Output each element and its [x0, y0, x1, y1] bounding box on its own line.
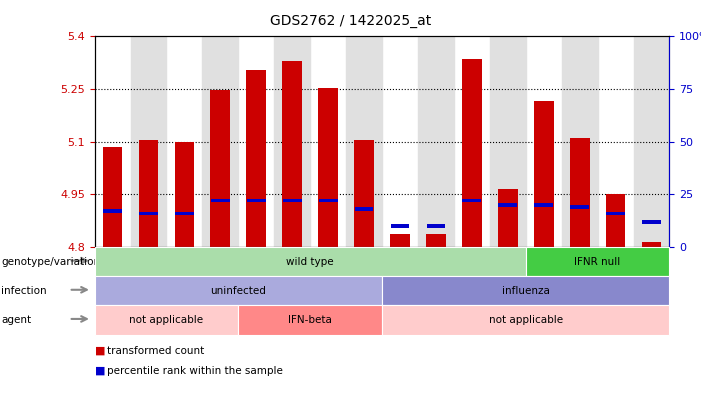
- Text: ■: ■: [95, 346, 105, 356]
- Bar: [103, 209, 122, 213]
- Bar: [319, 199, 338, 202]
- Text: genotype/variation: genotype/variation: [1, 257, 100, 266]
- Bar: [130, 36, 167, 247]
- Bar: [462, 59, 482, 247]
- Bar: [490, 36, 526, 247]
- Bar: [318, 88, 338, 247]
- Text: GDS2762 / 1422025_at: GDS2762 / 1422025_at: [270, 14, 431, 28]
- Bar: [562, 36, 597, 247]
- Text: ■: ■: [95, 366, 105, 376]
- Bar: [534, 101, 554, 247]
- Bar: [606, 194, 625, 247]
- Bar: [426, 224, 445, 228]
- Bar: [139, 211, 158, 215]
- Bar: [210, 90, 230, 247]
- Bar: [211, 199, 230, 202]
- Text: wild type: wild type: [287, 257, 334, 266]
- Bar: [641, 242, 661, 247]
- Bar: [634, 36, 669, 247]
- Bar: [498, 189, 517, 247]
- Text: influenza: influenza: [502, 286, 550, 296]
- Bar: [570, 205, 589, 209]
- Text: percentile rank within the sample: percentile rank within the sample: [107, 366, 283, 376]
- Bar: [283, 61, 302, 247]
- Text: not applicable: not applicable: [130, 315, 203, 325]
- Bar: [642, 220, 661, 224]
- Bar: [103, 147, 123, 247]
- Bar: [247, 199, 266, 202]
- Bar: [175, 142, 194, 247]
- Bar: [426, 234, 446, 247]
- Bar: [346, 36, 382, 247]
- Text: infection: infection: [1, 286, 47, 296]
- Bar: [390, 224, 409, 228]
- Bar: [247, 70, 266, 247]
- Bar: [390, 234, 410, 247]
- Bar: [283, 199, 301, 202]
- Bar: [355, 207, 374, 211]
- Text: agent: agent: [1, 315, 32, 325]
- Bar: [570, 138, 590, 247]
- Text: transformed count: transformed count: [107, 346, 205, 356]
- Bar: [498, 203, 517, 207]
- Bar: [274, 36, 310, 247]
- Bar: [203, 36, 238, 247]
- Bar: [418, 36, 454, 247]
- Text: IFNR null: IFNR null: [575, 257, 620, 266]
- Bar: [534, 203, 553, 207]
- Text: not applicable: not applicable: [489, 315, 563, 325]
- Bar: [139, 140, 158, 247]
- Bar: [354, 140, 374, 247]
- Bar: [175, 211, 194, 215]
- Bar: [606, 211, 625, 215]
- Bar: [463, 199, 482, 202]
- Text: IFN-beta: IFN-beta: [288, 315, 332, 325]
- Text: uninfected: uninfected: [210, 286, 266, 296]
